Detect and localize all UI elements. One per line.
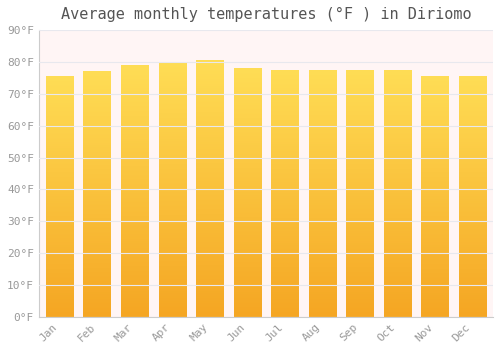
Title: Average monthly temperatures (°F ) in Diriomo: Average monthly temperatures (°F ) in Di… xyxy=(60,7,471,22)
